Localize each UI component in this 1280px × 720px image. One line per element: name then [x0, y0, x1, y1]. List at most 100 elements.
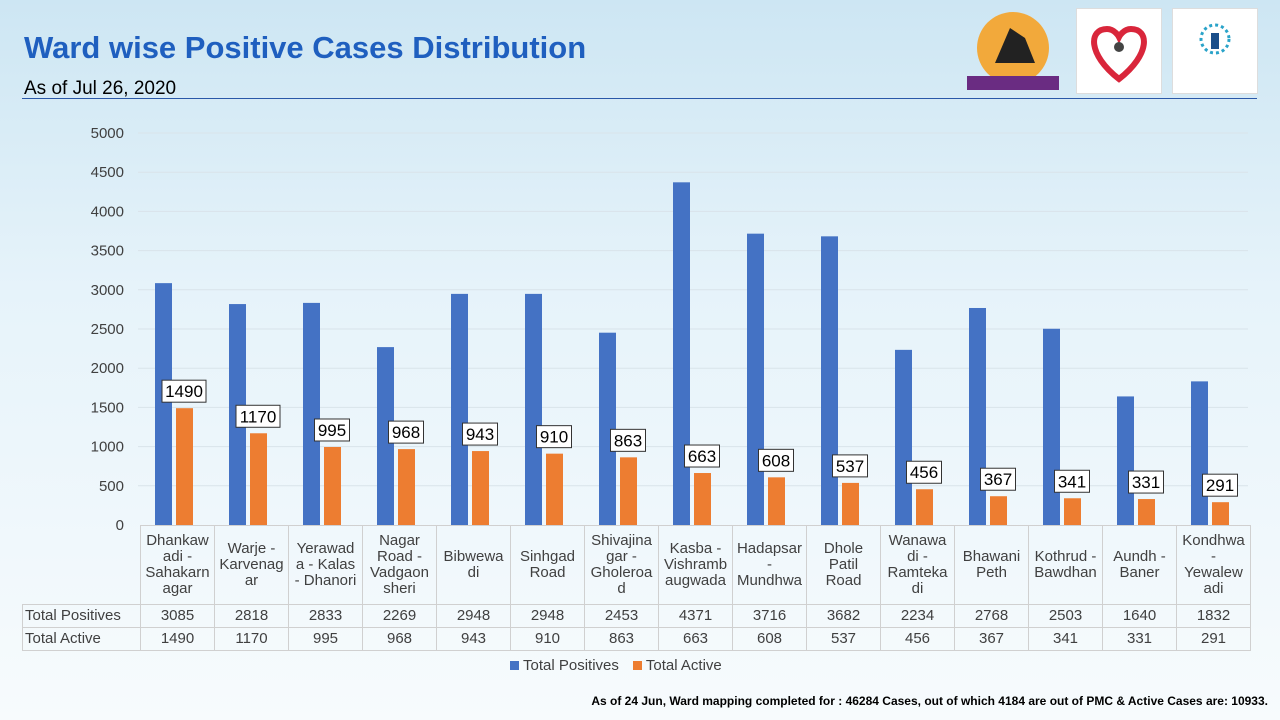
category-label-line: gar -	[606, 548, 637, 565]
y-tick-label: 4500	[91, 164, 124, 181]
data-label-total-active: 863	[614, 431, 642, 450]
category-label: Dhankaw adi - Sahakarn agar	[140, 525, 215, 605]
table-corner	[22, 525, 141, 605]
table-cell: 367	[954, 627, 1029, 651]
category-label: Bibwewa di	[436, 525, 511, 605]
y-tick-label: 2000	[91, 360, 124, 377]
category-label-line: Nagar	[379, 532, 420, 549]
table-cell: 3682	[806, 604, 881, 628]
bar-total-positives	[969, 307, 986, 525]
category-label-line: agar	[162, 580, 193, 597]
category-label-line: Yerawad	[296, 540, 355, 557]
data-label-box	[684, 444, 720, 468]
data-label-box	[161, 379, 207, 403]
bar-total-active	[176, 408, 193, 525]
table-cell: 995	[288, 627, 363, 651]
data-label-box	[314, 418, 350, 442]
bar-total-positives	[1191, 381, 1208, 525]
bar-total-positives	[1043, 328, 1060, 525]
y-tick-label: 1500	[91, 399, 124, 416]
category-label-line: Baner	[1119, 564, 1160, 581]
bar-total-active	[324, 446, 341, 525]
category-label: Dhole Patil Road	[806, 525, 881, 605]
category-label-line: Karvenag	[219, 556, 284, 573]
legend-item-total-active: Total Active	[632, 657, 722, 674]
category-label-line: augwada	[665, 572, 726, 589]
table-cell: 291	[1176, 627, 1251, 651]
data-table: Dhankaw adi - Sahakarn agar Warje - Karvenag a…	[22, 525, 1251, 651]
table-cell: 968	[362, 627, 437, 651]
bar-total-positives	[155, 283, 172, 525]
category-label: Kondhwa - Yewalew adi	[1176, 525, 1251, 605]
table-cell: 1170	[214, 627, 289, 651]
category-label: Kothrud - Bawdhan	[1028, 525, 1103, 605]
category-label-line: Road -	[376, 548, 423, 565]
bar-total-positives	[673, 182, 690, 525]
legend-swatch	[632, 661, 642, 670]
data-label-total-active: 608	[762, 451, 790, 470]
data-label-box	[906, 460, 942, 484]
bar-total-positives	[451, 293, 468, 525]
data-label-total-active: 995	[318, 421, 346, 440]
category-label-line: di	[911, 580, 924, 597]
category-label-line: -	[767, 556, 772, 573]
legend: Total Positives Total Active	[510, 657, 722, 674]
table-cell: 2818	[214, 604, 289, 628]
table-cell: 537	[806, 627, 881, 651]
category-label-line: Kasba -	[669, 540, 722, 557]
page-title: Ward wise Positive Cases Distribution	[24, 30, 587, 65]
bar-total-active	[250, 433, 267, 525]
bar-total-active	[842, 482, 859, 525]
data-label-total-active: 367	[984, 470, 1012, 489]
bar-chart: 0500100015002000250030003500400045005000…	[91, 125, 1248, 534]
category-label-line: Wanawa	[888, 532, 947, 549]
category-label: Nagar Road - Vadgaon sheri	[362, 525, 437, 605]
category-label-line: Sahakarn	[145, 564, 210, 581]
category-label-line: Bhawani	[962, 548, 1021, 565]
data-label-total-active: 1490	[165, 382, 203, 401]
category-label-line: Yewalew	[1184, 564, 1243, 581]
category-label-line: - Dhanori	[294, 572, 357, 589]
data-label-box	[758, 448, 794, 472]
legend-item-total-positives: Total Positives	[510, 657, 619, 674]
bar-total-active	[398, 449, 415, 525]
category-label-line: adi	[1203, 580, 1224, 597]
data-label-box	[235, 404, 281, 428]
category-label-line: ar	[244, 572, 259, 589]
bar-total-active	[990, 496, 1007, 525]
y-tick-label: 3500	[91, 243, 124, 260]
table-cell: 910	[510, 627, 585, 651]
legend-swatch	[510, 661, 519, 670]
category-label: Bhawani Peth	[954, 525, 1029, 605]
table-cell: 331	[1102, 627, 1177, 651]
table-cell: 2234	[880, 604, 955, 628]
category-label: Sinhgad Road	[510, 525, 585, 605]
category-label-line: -	[1211, 548, 1216, 565]
title-divider	[22, 98, 1257, 99]
category-label-line: Road	[529, 564, 566, 581]
table-cell: 3716	[732, 604, 807, 628]
category-label: Shivajina gar - Gholeroa d	[584, 525, 659, 605]
bar-total-active	[916, 489, 933, 525]
bar-total-active	[620, 457, 637, 525]
table-cell: 1490	[140, 627, 215, 651]
bar-total-positives	[303, 302, 320, 525]
category-label-line: a - Kalas	[295, 556, 356, 573]
pune-smart-city-logo	[1172, 8, 1258, 94]
category-label: Warje - Karvenag ar	[214, 525, 289, 605]
data-label-box	[462, 422, 498, 446]
data-label-box	[980, 467, 1016, 491]
category-label-line: Vishramb	[663, 556, 728, 573]
table-cell: 2768	[954, 604, 1029, 628]
data-label-box	[1054, 469, 1090, 493]
data-label-box	[536, 425, 572, 449]
y-tick-label: 4000	[91, 203, 124, 220]
page-subtitle: As of Jul 26, 2020	[24, 78, 177, 99]
table-cell: 663	[658, 627, 733, 651]
category-label-line: Warje -	[227, 540, 276, 557]
y-tick-label: 5000	[91, 125, 124, 142]
bar-total-active	[694, 473, 711, 525]
y-tick-label: 2500	[91, 321, 124, 338]
category-label-line: Aundh -	[1113, 548, 1166, 565]
data-label-total-active: 291	[1206, 476, 1234, 495]
